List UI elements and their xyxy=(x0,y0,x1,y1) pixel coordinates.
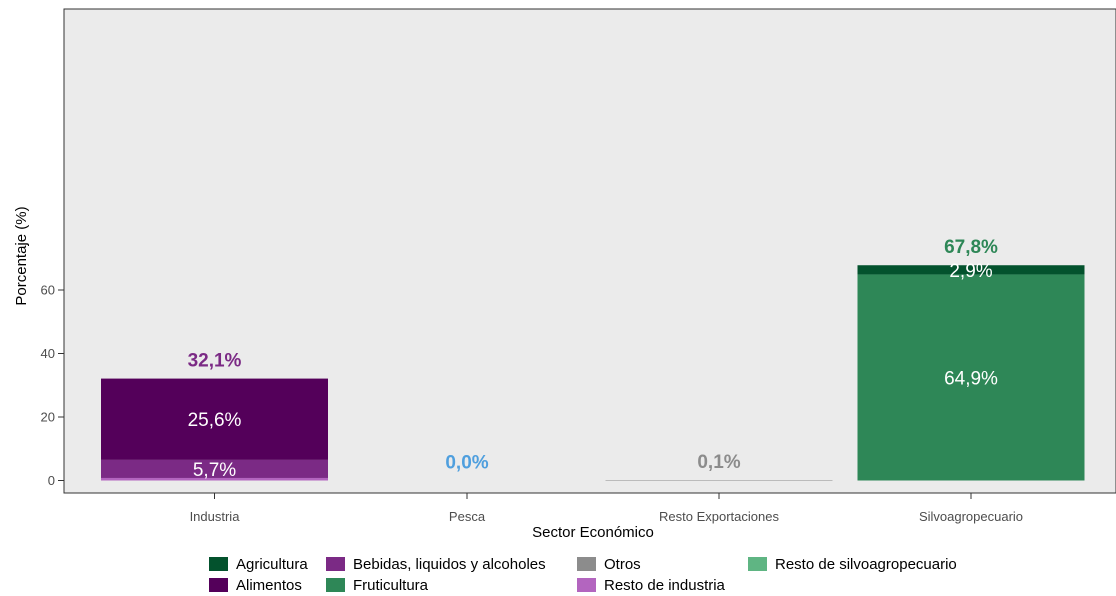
y-axis-title: Porcentaje (%) xyxy=(13,206,30,305)
legend-swatch xyxy=(209,557,228,571)
total-labels: 32,1% 0,0% 0,1% 67,8% xyxy=(188,237,998,473)
legend-swatch xyxy=(326,557,345,571)
total-label: 67,8% xyxy=(944,237,998,258)
bar-segment xyxy=(101,477,328,481)
legend-label: Fruticultura xyxy=(353,577,429,594)
total-label: 0,0% xyxy=(445,453,488,474)
legend-label: Bebidas, liquidos y alcoholes xyxy=(353,556,546,573)
x-tick-label: Pesca xyxy=(449,509,486,524)
bar-segment xyxy=(101,378,328,460)
bar-segment xyxy=(857,265,1085,275)
bar-segment xyxy=(101,459,328,478)
segment-label: 2,9% xyxy=(949,261,992,282)
legend-label: Alimentos xyxy=(236,577,302,594)
y-tick-label: 60 xyxy=(41,283,55,298)
legend-swatch xyxy=(209,578,228,592)
legend-label: Otros xyxy=(604,556,641,573)
total-label: 0,1% xyxy=(697,452,740,473)
legend: Agricultura Bebidas, liquidos y alcoholes… xyxy=(209,556,957,594)
legend-swatch xyxy=(577,578,596,592)
legend-label: Resto de industria xyxy=(604,577,726,594)
y-axis: 0 20 40 60 xyxy=(41,283,64,488)
x-tick-label: Silvoagropecuario xyxy=(919,509,1023,524)
legend-label: Resto de silvoagropecuario xyxy=(775,556,957,573)
legend-swatch xyxy=(326,578,345,592)
y-tick-label: 0 xyxy=(48,473,55,488)
segment-label: 64,9% xyxy=(944,368,998,389)
y-tick-label: 20 xyxy=(41,410,55,425)
segment-labels: 5,7% 25,6% 64,9% 2,9% xyxy=(188,261,998,481)
legend-swatch xyxy=(748,557,767,571)
legend-swatch xyxy=(577,557,596,571)
x-axis: Industria Pesca Resto Exportaciones Silvoag… xyxy=(190,493,1023,524)
bars xyxy=(101,265,1085,481)
legend-label: Agricultura xyxy=(236,556,308,573)
x-tick-label: Industria xyxy=(190,509,241,524)
total-label: 32,1% xyxy=(188,351,242,372)
segment-label: 25,6% xyxy=(188,410,242,431)
bar-segment xyxy=(857,274,1085,481)
x-axis-title: Sector Económico xyxy=(532,524,654,541)
x-tick-label: Resto Exportaciones xyxy=(659,509,779,524)
bar-segment xyxy=(605,480,833,481)
segment-label: 5,7% xyxy=(193,460,236,481)
y-tick-label: 40 xyxy=(41,346,55,361)
